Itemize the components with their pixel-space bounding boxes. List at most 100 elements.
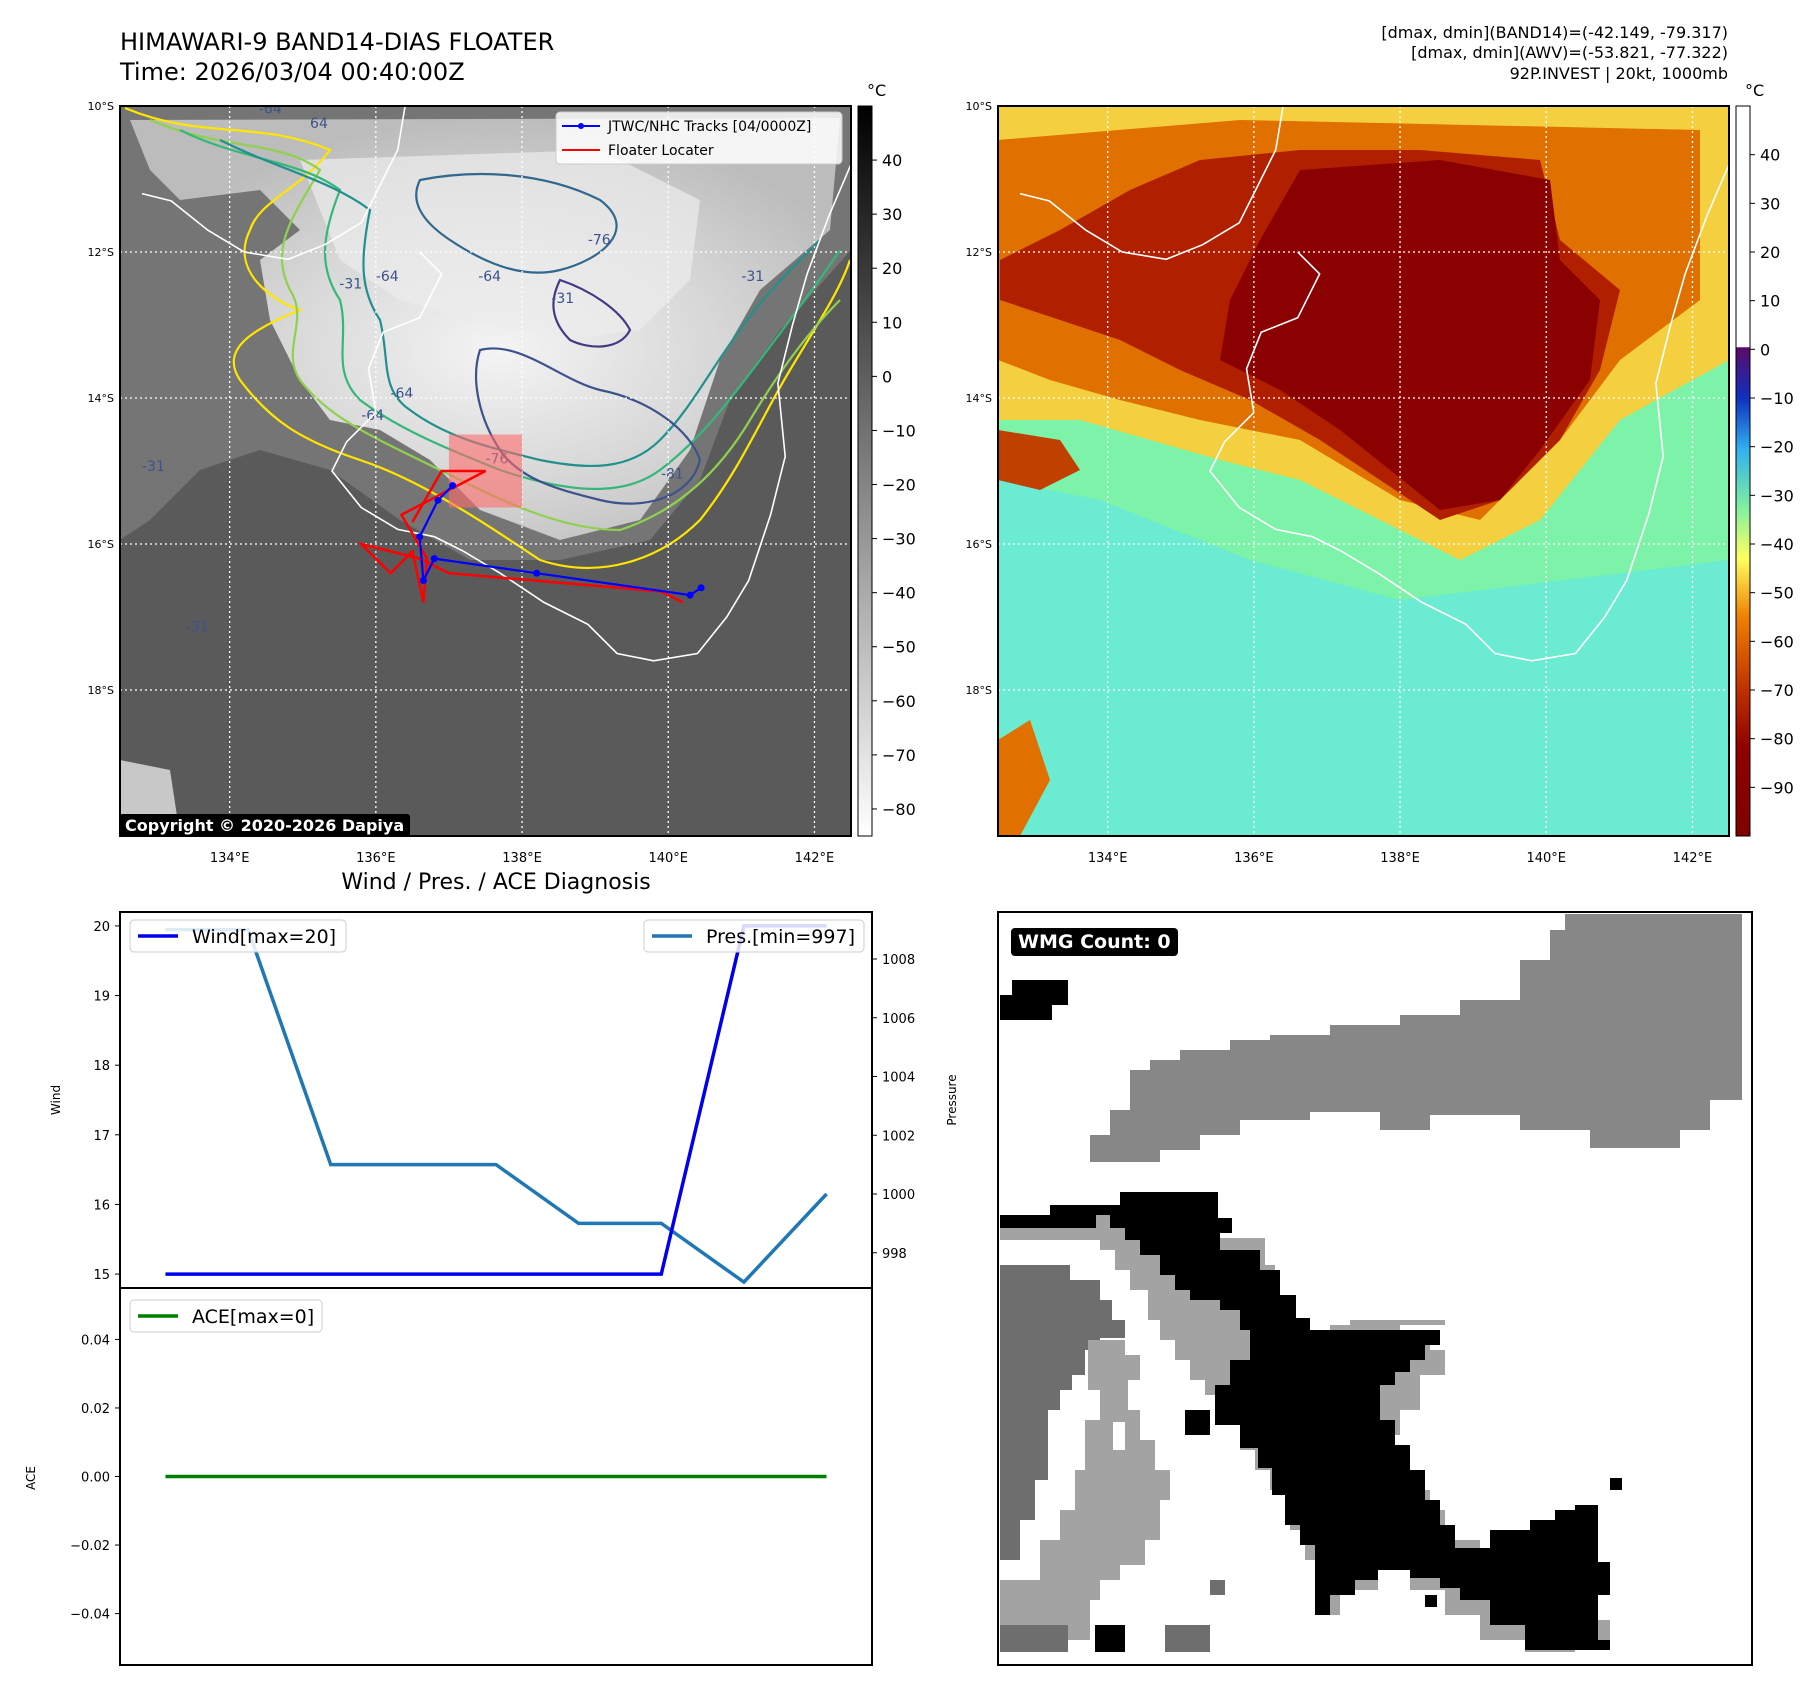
ace-legend: ACE[max=0] — [129, 1299, 323, 1333]
wmg-panel — [997, 911, 1753, 1666]
awv-colorbar-tick-label: −50 — [1760, 584, 1794, 603]
ir-lon-label: 140°E — [648, 851, 688, 866]
diag-title: Wind / Pres. / ACE Diagnosis — [341, 870, 650, 895]
pressure-tick-label: 1008 — [882, 953, 915, 968]
ir-colorbar-tick-label: 30 — [882, 205, 902, 224]
ir-colorbar-tick-label: −70 — [882, 746, 916, 765]
pressure-tick-label: 1000 — [882, 1188, 915, 1203]
pressure-axis-label: Pressure — [945, 1074, 959, 1125]
ir-colorbar-tick-label: 0 — [882, 367, 892, 386]
contour-label: -81 — [661, 466, 684, 482]
pressure-legend-label: Pres.[min=997] — [706, 926, 855, 948]
wmg-black-patch-nw — [1000, 980, 1068, 1020]
figure-title-line1: HIMAWARI-9 BAND14-DIAS FLOATER — [120, 28, 554, 56]
jtwc-track-point — [686, 591, 694, 599]
pressure-tick-label: 1006 — [882, 1012, 915, 1027]
ir-coldest-core — [300, 150, 700, 340]
awv-colorbar-tick-label: 40 — [1760, 146, 1780, 165]
wind-tick-label: 16 — [93, 1198, 110, 1213]
ace-legend-box — [129, 1299, 323, 1333]
ace-axes: 0.04 0.02 0.00 −0.02 −0.04 — [70, 1333, 120, 1623]
jtwc-track-point — [416, 533, 424, 541]
jtwc-track-point — [449, 482, 457, 490]
ir-lon-label: 142°E — [795, 851, 835, 866]
wmg-light-gray-west — [1000, 1340, 1170, 1640]
ace-tick-label: −0.04 — [70, 1608, 110, 1623]
awv-colorbar-tick-label: −90 — [1760, 778, 1794, 797]
awv-colorbar-tick-label: 30 — [1760, 194, 1780, 213]
contour-label: -76 — [588, 233, 611, 249]
ace-tick-label: 0.02 — [81, 1402, 110, 1417]
wmg-dark-cell-sw — [1000, 1625, 1068, 1652]
awv-colorbar-tick-label: −30 — [1760, 486, 1794, 505]
jtwc-track-point — [434, 496, 442, 504]
wmg-white-cell-1 — [1113, 1422, 1125, 1450]
ir-lat-label: 10°S — [88, 100, 114, 113]
awv-coast-gulf — [1209, 164, 1729, 662]
jtwc-track-point — [430, 555, 438, 563]
awv-map-panel: 10°S 12°S 14°S 16°S 18°S 134°E 136°E 138°E 140°… — [966, 100, 1730, 866]
ir-map-panel: -64-6464-64-76-31-31-64-64-76-81-31-31-3… — [88, 100, 852, 866]
awv-lon-labels: 134°E 136°E 138°E 140°E 142°E — [1088, 851, 1712, 866]
ir-colorbar-tick-label: −20 — [882, 476, 916, 495]
wind-axis-label: Wind — [49, 1085, 63, 1115]
pressure-tick-label: 1004 — [882, 1071, 915, 1086]
awv-lon-label: 136°E — [1234, 851, 1274, 866]
awv-colorbar-tick-label: −80 — [1760, 730, 1794, 749]
ace-axis-label: ACE — [24, 1466, 38, 1490]
wind-tick-label: 19 — [93, 990, 110, 1005]
awv-colorbar-tick-label: −10 — [1760, 389, 1794, 408]
contour-label: -64 — [390, 386, 413, 402]
awv-colorbar-tick-label: 10 — [1760, 292, 1780, 311]
legend-jtwc-label: JTWC/NHC Tracks [04/0000Z] — [607, 119, 811, 135]
contour-label: -64 — [478, 269, 501, 285]
awv-colorbar: °C 40 30 20 10 0 −10 −20 −30 −40 −50 −60 −70 −80 −90 — [1735, 81, 1794, 837]
ace-legend-label: ACE[max=0] — [192, 1306, 314, 1328]
ir-lon-label: 134°E — [210, 851, 250, 866]
ir-colorbar-tick-label: −30 — [882, 530, 916, 549]
wmg-count-badge: WMG Count: 0 — [1011, 928, 1178, 956]
wind-pressure-panel: 20 19 18 17 16 15 1008 1006 1004 1002 1000 998 Wind… — [49, 911, 959, 1289]
awv-gridlines — [998, 106, 1729, 836]
pressure-tick-label: 998 — [882, 1247, 907, 1262]
wind-legend: Wind[max=20] — [129, 919, 347, 953]
awv-lon-label: 134°E — [1088, 851, 1128, 866]
contour-yellow — [124, 106, 851, 569]
ir-colorbar-tick-label: −80 — [882, 800, 916, 819]
awv-west-band — [998, 430, 1080, 490]
contour-green — [179, 129, 841, 490]
awv-colorbar-tick-label: −70 — [1760, 681, 1794, 700]
ace-tick-label: 0.04 — [81, 1333, 110, 1348]
pressure-legend: Pres.[min=997] — [643, 919, 865, 953]
wmg-frame — [997, 911, 1753, 1666]
awv-colorbar-tick-label: 0 — [1760, 340, 1770, 359]
awv-lat-label: 18°S — [966, 684, 992, 697]
awv-lon-label: 138°E — [1380, 851, 1420, 866]
legend-jtwc-marker — [578, 123, 584, 129]
floater-track-line — [357, 469, 684, 604]
ir-lon-labels: 134°E 136°E 138°E 140°E 142°E — [210, 851, 834, 866]
ir-colorbar-unit: °C — [867, 81, 886, 100]
contour-label: -31 — [142, 459, 165, 475]
contour-label: -31 — [339, 277, 362, 293]
pressure-tick-label: 1002 — [882, 1129, 915, 1144]
ir-colorbar-tick-label: −50 — [882, 638, 916, 657]
jtwc-track-line — [418, 484, 702, 597]
figure-title-line2: Time: 2026/03/04 00:40:00Z — [119, 58, 465, 86]
stats-storm: 92P.INVEST | 20kt, 1000mb — [1510, 64, 1728, 83]
awv-colorbar-ticks: 40 30 20 10 0 −10 −20 −30 −40 −50 −60 −70 −80 −90 — [1750, 146, 1794, 797]
ir-colorbar: °C 40 30 20 10 0 −10 −20 −30 −40 −50 −60 −70 −80 — [857, 81, 916, 837]
awv-lon-label: 142°E — [1673, 851, 1713, 866]
awv-colorbar-tick-label: −60 — [1760, 632, 1794, 651]
contour-label: -64 — [376, 269, 399, 285]
contour-label: -31 — [551, 291, 574, 307]
ace-tick-label: −0.02 — [70, 1539, 110, 1554]
wmg-black-cell-2 — [1610, 1478, 1622, 1490]
ir-lat-label: 18°S — [88, 684, 114, 697]
awv-map-frame — [997, 105, 1730, 837]
wmg-gray-band — [1090, 914, 1742, 1162]
awv-lat-labels: 10°S 12°S 14°S 16°S 18°S — [966, 100, 992, 697]
awv-sw-patch — [998, 720, 1050, 836]
